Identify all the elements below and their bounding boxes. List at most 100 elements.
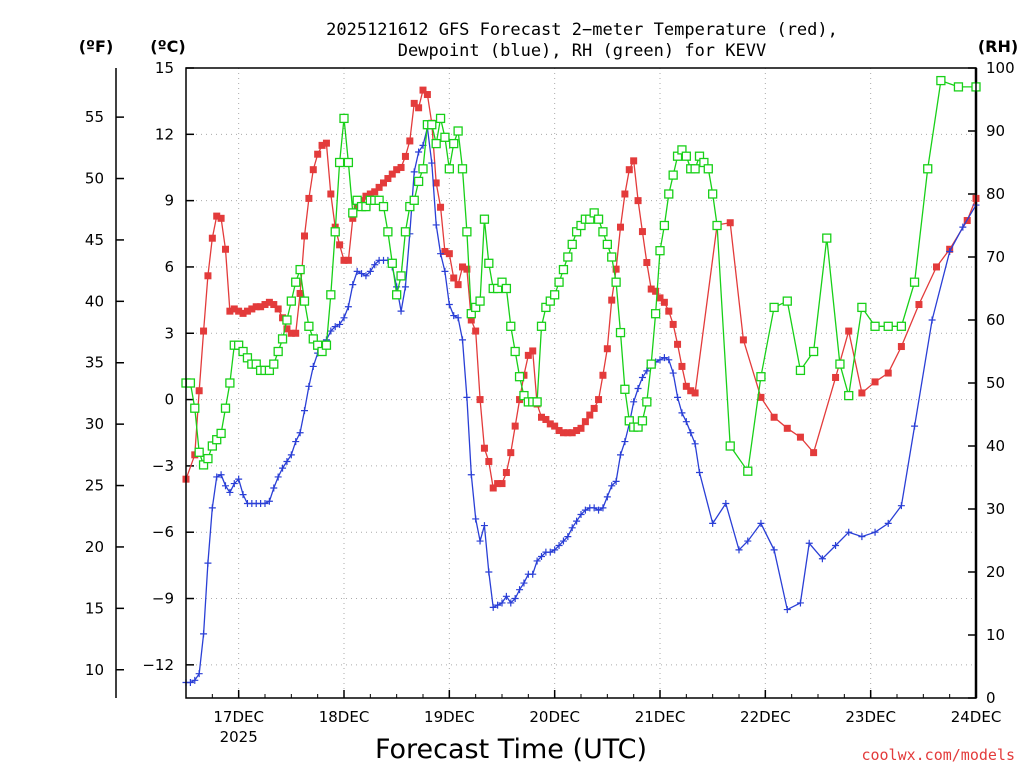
data-point: [909, 277, 920, 287]
data-point: [349, 214, 357, 222]
fahrenheit-tick-label: 10: [85, 661, 104, 679]
data-point: [489, 603, 497, 611]
series-layer: [181, 75, 981, 687]
data-point: [595, 506, 603, 514]
series-open-square: [181, 75, 981, 476]
x-tick-label: 20DEC: [529, 708, 580, 726]
data-point: [703, 164, 713, 174]
data-point: [349, 281, 357, 289]
data-point: [620, 384, 630, 394]
data-point: [577, 511, 585, 519]
data-point: [467, 316, 475, 324]
data-point: [396, 271, 406, 281]
data-point: [274, 305, 282, 313]
data-point: [595, 396, 603, 404]
x-tick-label: 19DEC: [424, 708, 475, 726]
chart-title-line-1: 2025121612 GFS Forecast 2−meter Temperat…: [326, 20, 838, 40]
x-tick-sublabel: 2025: [220, 728, 258, 746]
data-point: [832, 541, 840, 549]
data-point: [593, 214, 604, 224]
data-point: [621, 438, 629, 446]
data-point: [845, 528, 853, 536]
data-point: [637, 416, 648, 426]
data-point: [279, 464, 287, 472]
data-point: [327, 327, 335, 335]
data-point: [735, 546, 743, 554]
data-point: [915, 301, 923, 309]
data-point: [230, 480, 238, 488]
data-point: [638, 373, 646, 381]
data-point: [216, 428, 226, 439]
data-point: [305, 382, 313, 390]
data-point: [615, 327, 626, 338]
data-point: [277, 334, 288, 344]
data-point: [756, 372, 766, 382]
data-point: [743, 466, 753, 476]
data-point: [725, 441, 735, 451]
data-point: [507, 449, 515, 457]
data-point: [536, 321, 547, 331]
data-point: [208, 504, 216, 512]
fahrenheit-tick-label: 25: [85, 477, 104, 495]
data-point: [551, 546, 559, 554]
data-point: [383, 227, 393, 237]
data-point: [190, 403, 200, 413]
data-point: [559, 537, 567, 545]
data-point: [558, 264, 569, 275]
rh-tick-label: 60: [986, 311, 1005, 329]
data-point: [603, 493, 611, 501]
data-point: [883, 321, 893, 331]
data-point: [533, 557, 541, 565]
data-point: [397, 163, 405, 171]
data-point: [555, 427, 563, 435]
data-point: [336, 320, 344, 328]
series-line: [186, 127, 977, 684]
data-point: [598, 227, 608, 237]
data-point: [220, 403, 231, 413]
data-point: [472, 515, 480, 523]
data-point: [472, 327, 480, 335]
data-point: [678, 362, 686, 370]
data-point: [384, 175, 392, 183]
data-point: [348, 208, 358, 218]
data-point: [612, 265, 620, 273]
data-point: [529, 347, 537, 355]
data-point: [568, 429, 576, 437]
data-point: [652, 287, 660, 295]
data-point: [235, 475, 243, 483]
data-point: [217, 214, 225, 222]
celsius-tick-label: 0: [164, 391, 174, 409]
data-point: [194, 447, 204, 457]
series-plus: [182, 124, 980, 687]
data-point: [884, 369, 892, 377]
data-point: [822, 233, 832, 243]
data-point: [770, 546, 778, 554]
data-point: [607, 252, 617, 262]
data-point: [770, 413, 778, 421]
rh-tick-label: 50: [986, 374, 1005, 392]
data-point: [696, 469, 703, 477]
data-point: [805, 539, 813, 547]
data-point: [418, 164, 428, 174]
data-point: [437, 250, 445, 258]
x-tick-label: 18DEC: [319, 708, 370, 726]
data-point: [375, 183, 383, 191]
data-point: [273, 346, 283, 357]
data-point: [590, 504, 598, 512]
data-point: [687, 429, 695, 437]
data-point: [344, 256, 352, 264]
data-point: [283, 457, 291, 465]
data-point: [449, 138, 459, 149]
data-point: [432, 221, 440, 229]
data-point: [291, 277, 301, 287]
gridlines: [186, 67, 977, 698]
data-point: [463, 265, 471, 273]
data-point: [897, 502, 905, 510]
data-point: [450, 274, 458, 282]
data-point: [612, 477, 620, 485]
data-point: [498, 599, 506, 607]
data-point: [959, 223, 967, 231]
data-point: [502, 592, 510, 600]
data-point: [511, 595, 519, 603]
data-point: [656, 294, 664, 302]
